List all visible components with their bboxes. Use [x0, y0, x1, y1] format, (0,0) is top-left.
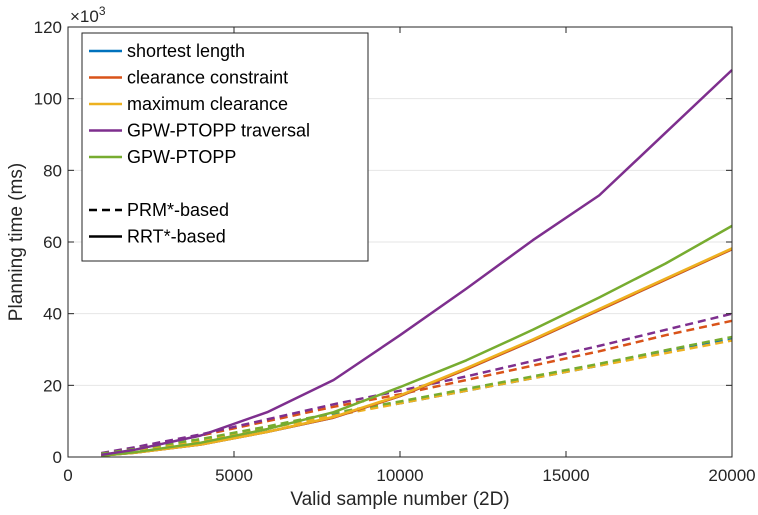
- x-tick-label: 20000: [708, 466, 755, 485]
- y-tick-label: 120: [34, 18, 62, 37]
- series-line-maximum-clearance: [101, 247, 733, 457]
- x-axis-label: Valid sample number (2D): [290, 489, 509, 510]
- data-series: [100, 69, 733, 457]
- axis-ticks: [67, 26, 733, 458]
- legend-label-clearance-constraint: clearance constraint: [127, 68, 288, 88]
- legend-label-rrt-based: RRT*-based: [127, 227, 226, 247]
- y-tick-label: 20: [43, 376, 62, 395]
- y-axis-label: Planning time (ms): [6, 163, 27, 321]
- series-line-gpw-ptopp-prm: [101, 335, 733, 456]
- y-exponent-label: ×103: [70, 4, 106, 26]
- x-tick-label: 5000: [215, 466, 253, 485]
- series-line-gpw-ptopp: [101, 224, 733, 457]
- x-tick-label: 15000: [542, 466, 589, 485]
- legend: shortest length clearance constraint maxim…: [81, 32, 369, 262]
- x-tick-label: 0: [63, 466, 72, 485]
- y-tick-label: 80: [43, 161, 62, 180]
- y-tick-label: 0: [53, 448, 62, 467]
- x-tick-labels: 0 5000 10000 15000 20000: [63, 466, 755, 485]
- legend-label-gpw-ptopp-traversal: GPW-PTOPP traversal: [127, 121, 310, 141]
- y-tick-label: 100: [34, 90, 62, 109]
- series-line-gpw-ptopp-traversal: [101, 69, 733, 457]
- series-line-maximum-clearance-prm: [101, 339, 733, 456]
- x-tick-label: 10000: [376, 466, 423, 485]
- y-tick-label: 40: [43, 305, 62, 324]
- y-tick-label: 60: [43, 233, 62, 252]
- legend-label-gpw-ptopp: GPW-PTOPP: [127, 147, 236, 167]
- legend-box: [81, 32, 369, 262]
- legend-label-maximum-clearance: maximum clearance: [127, 94, 288, 114]
- y-tick-labels: 0 20 40 60 80 100 120: [34, 18, 62, 467]
- legend-label-prm-based: PRM*-based: [127, 200, 229, 220]
- series-line-gpw-ptopp-traversal-prm: [100, 312, 733, 455]
- legend-label-shortest-length: shortest length: [127, 41, 245, 61]
